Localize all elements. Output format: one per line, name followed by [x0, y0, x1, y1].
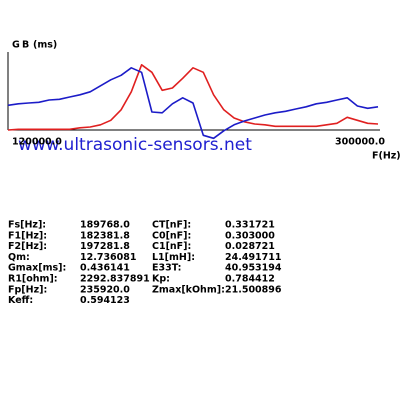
legend-entry: B: [22, 40, 29, 51]
param-value: 0.331721: [225, 220, 275, 231]
param-label: Qm:: [8, 252, 30, 263]
param-value: 235920.0: [80, 284, 130, 295]
param-value: 2292.837891: [80, 274, 150, 285]
param-label: Kp:: [152, 274, 170, 285]
param-value: 24.491711: [225, 252, 282, 263]
param-label: F2[Hz]:: [8, 241, 47, 252]
param-label: Fs[Hz]:: [8, 220, 46, 231]
param-label: Gmax[ms]:: [8, 263, 66, 274]
watermark: www.ultrasonic-sensors.net: [18, 135, 252, 155]
param-value: 12.736081: [80, 252, 137, 263]
param-label: C0[nF]:: [152, 230, 191, 241]
param-value: 0.784412: [225, 274, 275, 285]
param-value: 0.028721: [225, 241, 275, 252]
param-label: Keff:: [8, 295, 33, 306]
param-label: Fp[Hz]:: [8, 284, 47, 295]
series-line: [7, 64, 379, 131]
param-value: 0.303000: [225, 230, 275, 241]
series-line: [7, 67, 379, 140]
param-label: Zmax[kOhm]:: [152, 284, 225, 295]
param-value: 0.436141: [80, 263, 130, 274]
param-label: C1[nF]:: [152, 241, 191, 252]
param-value: 21.500896: [225, 284, 282, 295]
y-axis-label: (ms): [33, 40, 57, 51]
param-value: 182381.8: [80, 230, 130, 241]
x-tick-label: 300000.0: [335, 137, 385, 148]
param-value: 189768.0: [80, 220, 130, 231]
param-label: R1[ohm]:: [8, 274, 58, 285]
param-label: E33T:: [152, 263, 181, 274]
param-value: 40.953194: [225, 263, 282, 274]
param-value: 0.594123: [80, 295, 130, 306]
param-label: CT[nF]:: [152, 220, 191, 231]
x-tick-label: 120000.0: [12, 137, 62, 148]
param-label: F1[Hz]:: [8, 230, 47, 241]
legend-entry: G: [12, 40, 20, 51]
x-axis-label: F(Hz): [372, 151, 401, 162]
param-value: 197281.8: [80, 241, 130, 252]
param-label: L1[mH]:: [152, 252, 195, 263]
